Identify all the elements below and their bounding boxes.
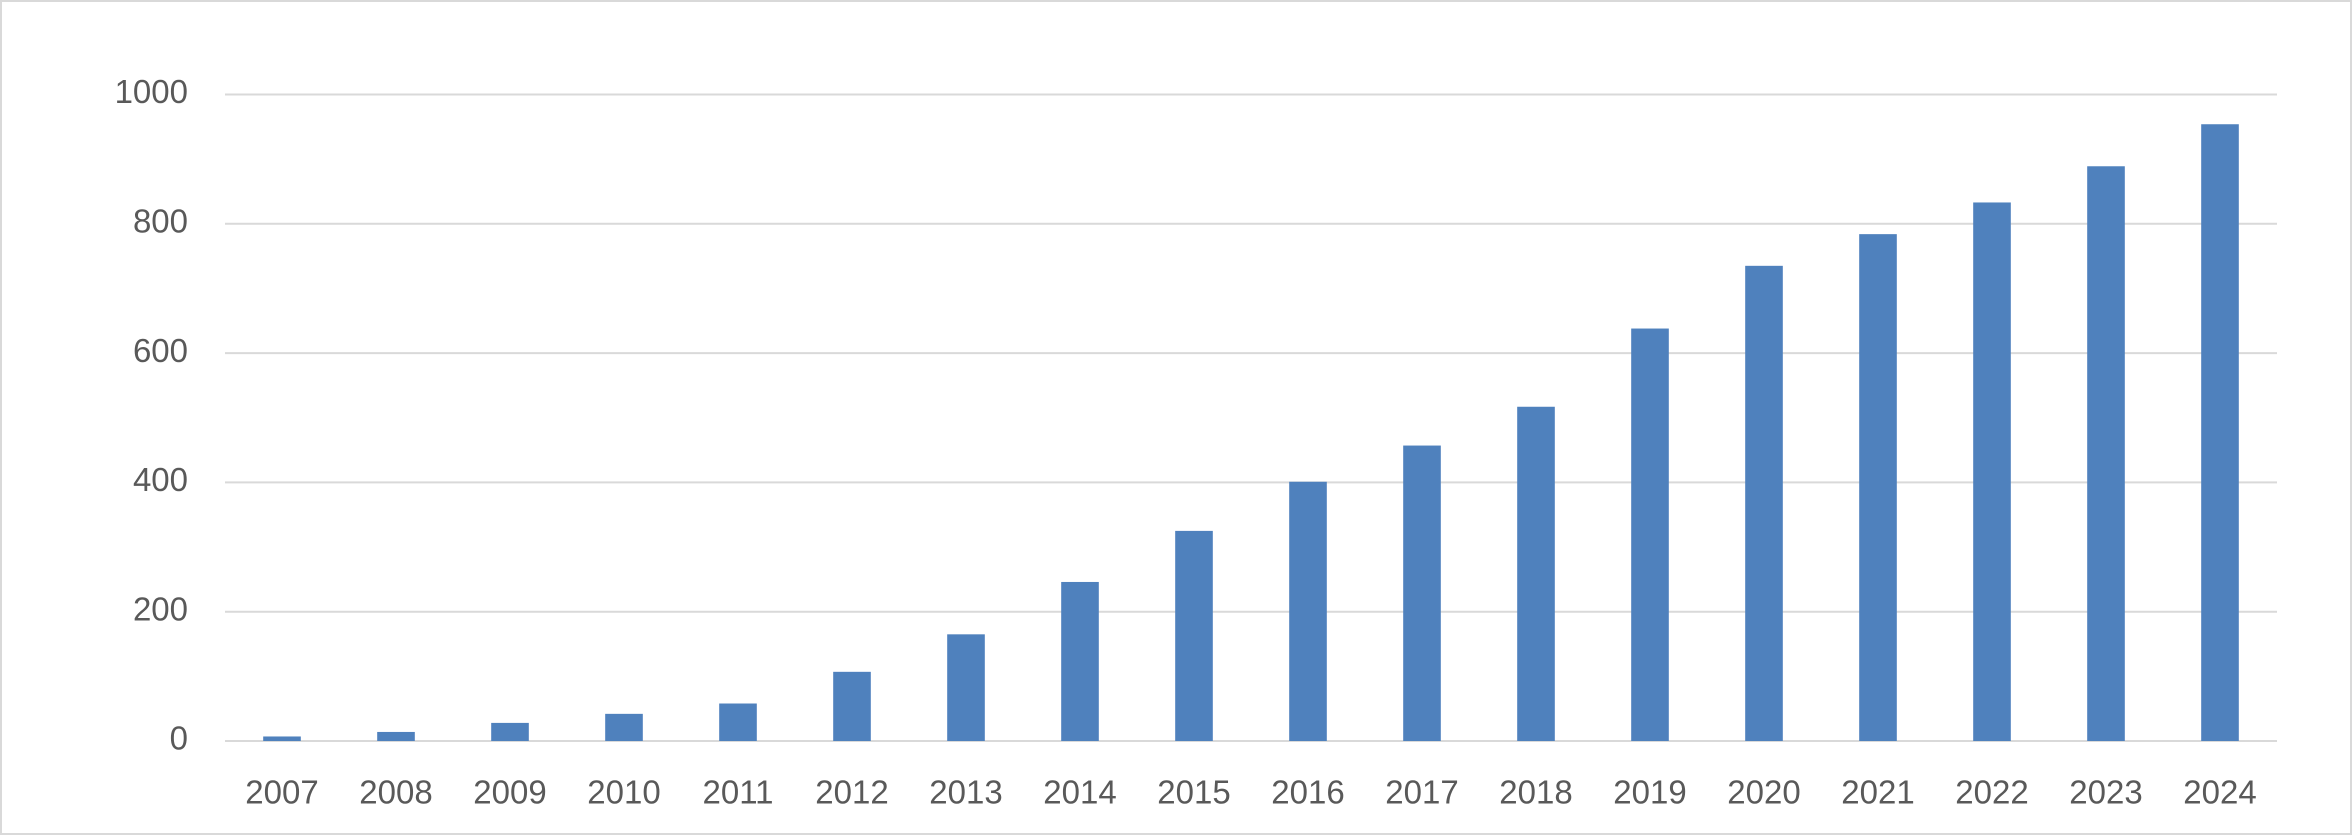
y-tick-label: 200 [133, 590, 188, 627]
x-tick-label: 2017 [1385, 774, 1458, 811]
x-tick-label: 2024 [2183, 774, 2256, 811]
bar [377, 731, 415, 741]
y-tick-label: 1000 [115, 73, 188, 110]
bar [491, 722, 529, 741]
x-tick-label: 2018 [1499, 774, 1572, 811]
y-tick-label: 800 [133, 203, 188, 240]
x-tick-label: 2011 [703, 774, 774, 811]
bar [1175, 530, 1213, 741]
bar [605, 713, 643, 741]
y-tick-label: 0 [170, 720, 188, 757]
x-tick-label: 2013 [929, 774, 1002, 811]
x-tick-label: 2020 [1727, 774, 1800, 811]
x-tick-label: 2014 [1043, 774, 1116, 811]
x-tick-label: 2023 [2069, 774, 2142, 811]
x-tick-label: 2021 [1841, 774, 1914, 811]
y-tick-label: 600 [133, 332, 188, 369]
bar [2087, 166, 2125, 742]
x-tick-label: 2008 [359, 774, 432, 811]
x-tick-label: 2016 [1271, 774, 1344, 811]
x-tick-label: 2022 [1955, 774, 2028, 811]
bar [1061, 581, 1099, 741]
x-tick-label: 2019 [1613, 774, 1686, 811]
x-tick-label: 2007 [245, 774, 318, 811]
x-tick-label: 2009 [473, 774, 546, 811]
x-tick-label: 2010 [587, 774, 660, 811]
bar [1745, 265, 1783, 741]
bar [263, 736, 301, 741]
bar [1973, 202, 2011, 741]
bar [1859, 234, 1897, 742]
x-tick-label: 2012 [815, 774, 888, 811]
bar [947, 634, 985, 741]
bar [1517, 406, 1555, 741]
bar [1403, 445, 1441, 741]
y-tick-label: 400 [133, 461, 188, 498]
bar [2201, 124, 2239, 741]
x-tick-label: 2015 [1157, 774, 1230, 811]
bar [1631, 328, 1669, 741]
bar [1289, 481, 1327, 741]
bar [719, 703, 757, 741]
bar [833, 671, 871, 741]
